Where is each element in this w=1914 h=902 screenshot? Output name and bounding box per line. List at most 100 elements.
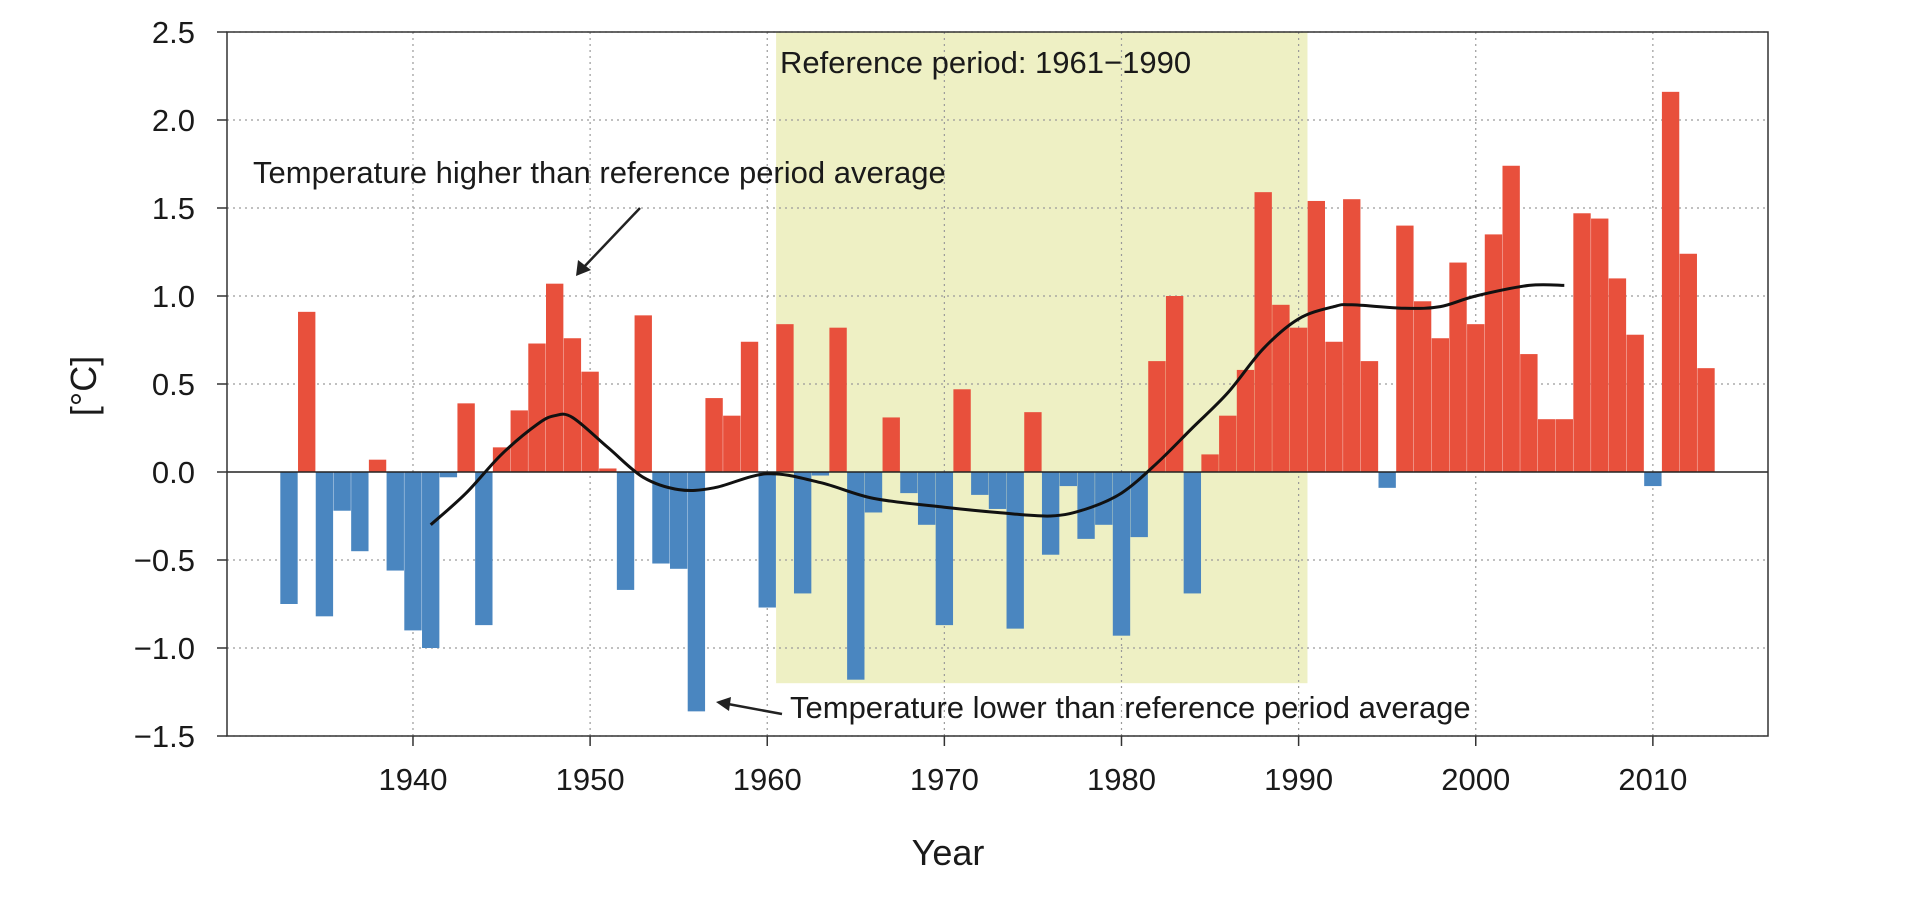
bar-negative	[422, 472, 440, 648]
y-tick-label: 0.5	[152, 367, 195, 402]
bar-positive	[546, 283, 564, 472]
bar-positive	[1431, 338, 1449, 472]
annotation-lower-arrow	[727, 702, 783, 716]
annotation-higher-arrow	[582, 207, 641, 269]
bar-positive	[1236, 369, 1255, 472]
bar-negative	[404, 472, 422, 631]
bar-positive	[1537, 419, 1556, 472]
bar-negative	[439, 472, 458, 478]
x-tick-label: 1940	[378, 762, 447, 797]
bar-positive	[1555, 419, 1573, 472]
bar-positive	[882, 417, 900, 472]
bar-positive	[1396, 225, 1414, 472]
bar-negative	[917, 472, 936, 525]
bar-negative	[616, 472, 635, 590]
bar-negative	[900, 472, 918, 494]
bar-positive	[740, 341, 759, 472]
bar-positive	[528, 343, 546, 472]
bar-positive	[457, 403, 475, 472]
bar-negative	[1059, 472, 1078, 487]
bar-negative	[280, 472, 298, 604]
y-tick-label: 2.5	[152, 15, 195, 50]
bar-positive	[1360, 361, 1379, 472]
reference-period-layer	[776, 32, 1308, 684]
bar-layer	[280, 91, 1715, 712]
bar-positive	[1254, 192, 1272, 472]
annotation-higher: Temperature higher than reference period…	[253, 155, 946, 190]
bar-positive	[1608, 278, 1627, 472]
y-tick-label: 0.0	[152, 455, 195, 490]
bar-positive	[1024, 412, 1042, 472]
bar-negative	[864, 472, 883, 513]
y-tick-label: −1.0	[134, 631, 195, 666]
bar-negative	[988, 472, 1007, 509]
bar-positive	[1484, 234, 1503, 472]
annotation-higher-arrowhead	[576, 260, 591, 276]
bar-positive	[1343, 199, 1361, 472]
y-axis-title: [°C]	[63, 356, 104, 416]
bar-negative	[333, 472, 351, 511]
bar-negative	[1095, 472, 1113, 525]
bar-positive	[1520, 354, 1538, 472]
bar-positive	[1165, 296, 1184, 472]
bar-positive	[1289, 327, 1308, 472]
y-tick-label: 1.0	[152, 279, 195, 314]
bar-positive	[1502, 165, 1520, 472]
y-tick-label: −0.5	[134, 543, 195, 578]
bar-positive	[1413, 301, 1432, 472]
bar-negative	[1130, 472, 1148, 538]
bar-negative	[1378, 472, 1396, 488]
bar-positive	[1697, 368, 1715, 472]
bar-negative	[847, 472, 865, 680]
bar-positive	[1626, 334, 1644, 472]
x-tick-label: 1990	[1264, 762, 1333, 797]
bar-negative	[386, 472, 404, 571]
bar-positive	[953, 389, 971, 472]
bar-positive	[1307, 200, 1326, 472]
bar-negative	[935, 472, 954, 626]
annotation-lower-arrowhead	[716, 697, 731, 711]
smooth-line-layer	[429, 283, 1565, 526]
bar-positive	[1573, 213, 1591, 472]
bar-negative	[811, 472, 830, 476]
bar-positive	[634, 315, 652, 472]
bar-negative	[652, 472, 670, 564]
x-tick-label: 1980	[1087, 762, 1156, 797]
bar-positive	[1148, 361, 1166, 472]
bar-positive	[581, 371, 599, 472]
bar-negative	[758, 472, 776, 608]
x-tick-label: 1950	[556, 762, 625, 797]
bar-positive	[723, 415, 741, 472]
x-tick-label: 2010	[1618, 762, 1687, 797]
bar-positive	[510, 410, 528, 472]
bar-positive	[1201, 454, 1219, 472]
bar-positive	[492, 447, 511, 472]
bar-positive	[1219, 415, 1237, 472]
bar-negative	[971, 472, 989, 495]
bar-positive	[1449, 262, 1467, 472]
bar-positive	[1467, 324, 1485, 472]
x-axis-title: Year	[912, 832, 985, 873]
bar-negative	[793, 472, 812, 594]
bar-positive	[1325, 341, 1343, 472]
x-tick-label: 1960	[733, 762, 802, 797]
bar-positive	[776, 324, 794, 472]
bar-positive	[298, 311, 316, 472]
bar-negative	[687, 472, 706, 712]
bar-negative	[1006, 472, 1024, 629]
tick-label-layer: −1.5 −1.0 −0.5 0.0 0.5 1.0 1.5 2.0 2.5 1940 1950 19…	[134, 15, 1688, 797]
x-tick-label: 2000	[1441, 762, 1510, 797]
bar-negative	[1644, 472, 1662, 487]
bar-positive	[1272, 304, 1290, 472]
bar-negative	[475, 472, 493, 626]
bar-positive	[563, 338, 582, 472]
annotation-lower: Temperature lower than reference period …	[790, 690, 1471, 725]
x-tick-label: 1970	[910, 762, 979, 797]
bar-positive	[705, 398, 723, 472]
y-tick-label: 1.5	[152, 191, 195, 226]
y-tick-label: 2.0	[152, 103, 195, 138]
bar-negative	[669, 472, 688, 569]
smoothed-trend-line	[429, 283, 1565, 526]
bar-positive	[599, 468, 617, 472]
bar-positive	[829, 327, 847, 472]
